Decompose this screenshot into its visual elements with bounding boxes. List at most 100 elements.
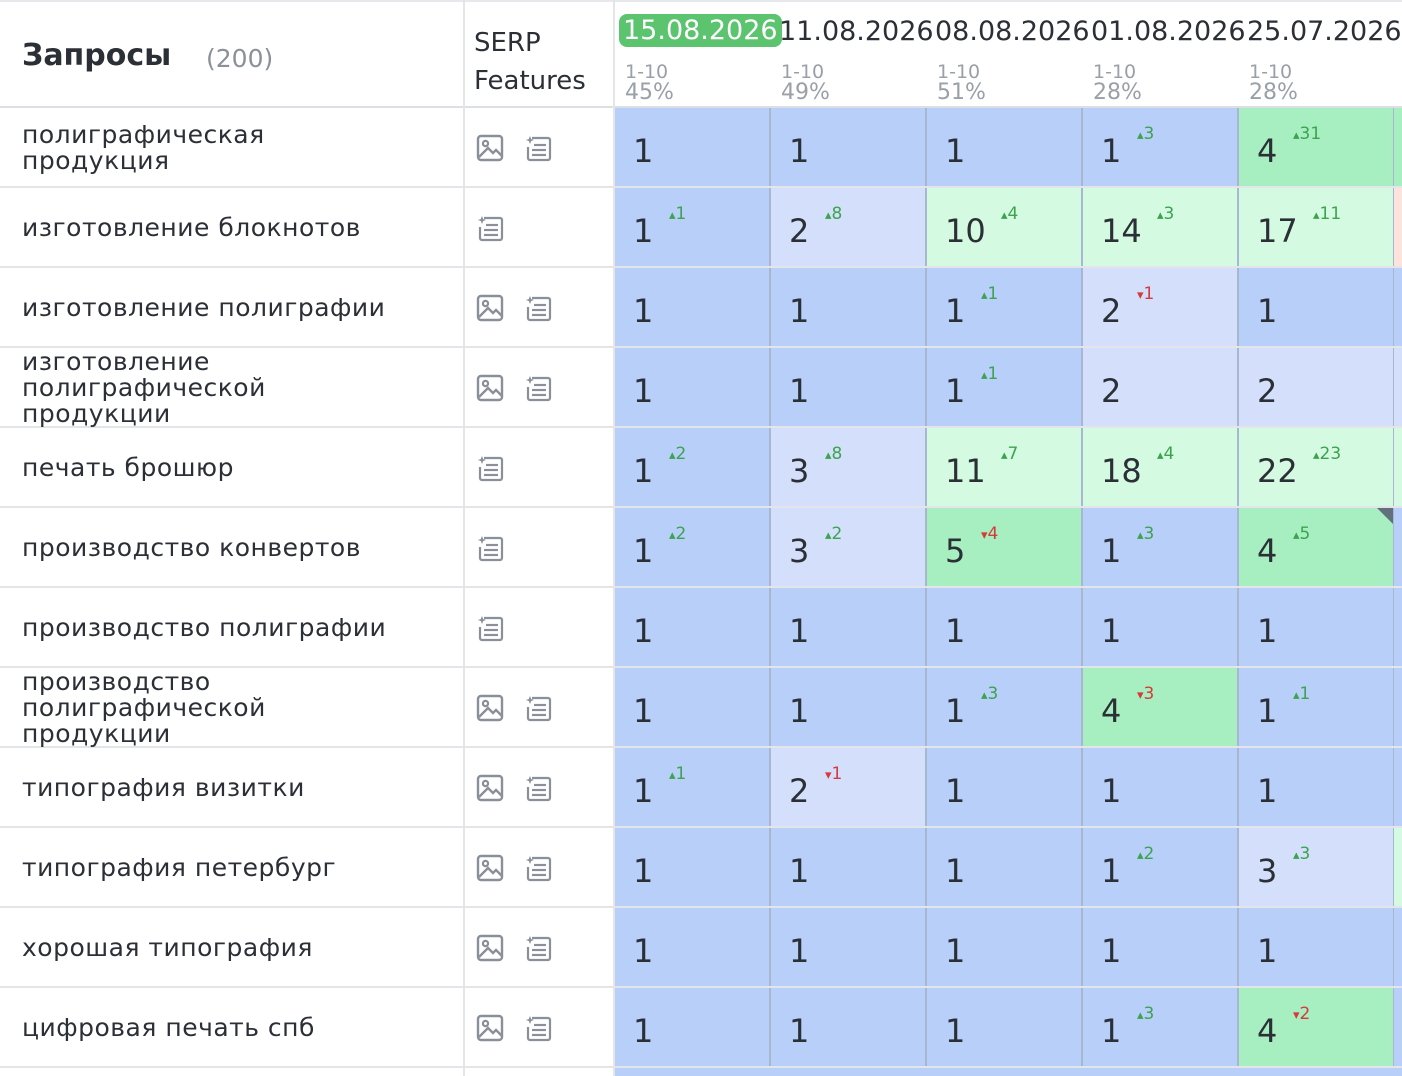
position-cell[interactable]: 1: [615, 348, 771, 426]
position-cell[interactable]: 10 ▴4: [927, 188, 1083, 266]
snippet-icon[interactable]: [476, 534, 504, 562]
query-text[interactable]: цифровая печать спб: [22, 1015, 442, 1041]
position-cell[interactable]: 1: [771, 348, 927, 426]
position-cell[interactable]: 4 ▾2: [1239, 988, 1395, 1066]
position-cell[interactable]: 3 ▴2: [771, 508, 927, 586]
date-label[interactable]: 08.08.2026: [935, 16, 1090, 47]
date-label[interactable]: 15.08.2026: [619, 14, 782, 47]
position-cell[interactable]: 1: [927, 908, 1083, 986]
image-icon[interactable]: [476, 694, 504, 722]
date-column-header[interactable]: 01.08.2026 1-10 28%: [1083, 2, 1246, 108]
position-cell[interactable]: 18 ▴4: [1083, 428, 1239, 506]
position-cell[interactable]: 2 ▾1: [771, 748, 927, 826]
image-icon[interactable]: [476, 374, 504, 402]
position-cell[interactable]: 3 ▴8: [771, 428, 927, 506]
position-cell[interactable]: 1: [771, 268, 927, 346]
position-cell[interactable]: 1: [927, 748, 1083, 826]
position-cell[interactable]: 1: [615, 668, 771, 746]
position-cell[interactable]: 22 ▴23: [1239, 428, 1395, 506]
position-cell[interactable]: 1 ▴2: [1083, 828, 1239, 906]
position-cell[interactable]: 1: [771, 668, 927, 746]
position-cell[interactable]: 1 ▴1: [927, 268, 1083, 346]
snippet-icon[interactable]: [524, 694, 552, 722]
position-cell[interactable]: 1: [1239, 268, 1395, 346]
position-cell[interactable]: 1: [771, 588, 927, 666]
position-cell[interactable]: 1: [615, 268, 771, 346]
position-cell[interactable]: 14 ▴3: [1083, 188, 1239, 266]
position-cell[interactable]: 1 ▴2: [615, 508, 771, 586]
query-text[interactable]: типография визитки: [22, 775, 442, 801]
image-icon[interactable]: [476, 774, 504, 802]
position-cell[interactable]: 1: [771, 908, 927, 986]
query-text[interactable]: печать брошюр: [22, 455, 442, 481]
position-cell[interactable]: 1: [927, 108, 1083, 186]
query-text[interactable]: хорошая типография: [22, 935, 442, 961]
position-cell[interactable]: 17 ▴11: [1239, 188, 1395, 266]
position-cell[interactable]: 1: [615, 988, 771, 1066]
image-icon[interactable]: [476, 134, 504, 162]
date-column-header[interactable]: 08.08.2026 1-10 51%: [927, 2, 1090, 108]
position-cell[interactable]: 1 ▴1: [1239, 668, 1395, 746]
position-cell[interactable]: 1: [615, 828, 771, 906]
snippet-icon[interactable]: [524, 774, 552, 802]
query-text[interactable]: производство полиграфии: [22, 615, 442, 641]
image-icon[interactable]: [476, 1014, 504, 1042]
position-cell[interactable]: 1 ▴3: [1083, 108, 1239, 186]
position-cell[interactable]: 1: [771, 988, 927, 1066]
query-text[interactable]: производство конвертов: [22, 535, 442, 561]
position-cell[interactable]: 1: [1239, 588, 1395, 666]
query-text[interactable]: изготовление полиграфической продукции: [22, 349, 442, 427]
position-cell[interactable]: 1: [615, 908, 771, 986]
position-cell[interactable]: 1: [615, 108, 771, 186]
position-cell[interactable]: 1 ▴2: [615, 428, 771, 506]
position-cell[interactable]: 4 ▴5: [1239, 508, 1395, 586]
date-label[interactable]: 11.08.2026: [779, 16, 934, 47]
position-cell[interactable]: 1: [1083, 748, 1239, 826]
query-text[interactable]: полиграфическая продукция: [22, 122, 442, 174]
position-cell[interactable]: 1 ▴3: [1083, 988, 1239, 1066]
position-cell[interactable]: 1: [1239, 908, 1395, 986]
snippet-icon[interactable]: [524, 1014, 552, 1042]
snippet-icon[interactable]: [476, 214, 504, 242]
position-cell[interactable]: 1: [1083, 908, 1239, 986]
snippet-icon[interactable]: [524, 374, 552, 402]
position-cell[interactable]: 1 ▴1: [927, 348, 1083, 426]
position-cell[interactable]: 2 ▴8: [771, 188, 927, 266]
position-cell[interactable]: 2: [1083, 348, 1239, 426]
position-cell[interactable]: 1 ▴1: [615, 748, 771, 826]
snippet-icon[interactable]: [524, 854, 552, 882]
snippet-icon[interactable]: [524, 294, 552, 322]
date-label[interactable]: 01.08.2026: [1091, 16, 1246, 47]
position-cell[interactable]: 4 ▴31: [1239, 108, 1395, 186]
query-text[interactable]: изготовление полиграфии: [22, 295, 442, 321]
position-cell[interactable]: 1 ▴3: [1083, 508, 1239, 586]
image-icon[interactable]: [476, 294, 504, 322]
date-column-header[interactable]: 15.08.2026 1-10 45%: [615, 2, 782, 108]
image-icon[interactable]: [476, 854, 504, 882]
snippet-icon[interactable]: [524, 934, 552, 962]
position-cell[interactable]: 1: [927, 828, 1083, 906]
position-cell[interactable]: 1: [771, 108, 927, 186]
position-cell[interactable]: 1 ▴3: [927, 668, 1083, 746]
snippet-icon[interactable]: [476, 614, 504, 642]
position-cell[interactable]: 4 ▾3: [1083, 668, 1239, 746]
snippet-icon[interactable]: [476, 454, 504, 482]
query-text[interactable]: изготовление блокнотов: [22, 215, 442, 241]
position-cell[interactable]: 2 ▾1: [1083, 268, 1239, 346]
position-cell[interactable]: 5 ▾4: [927, 508, 1083, 586]
snippet-icon[interactable]: [524, 134, 552, 162]
position-cell[interactable]: 11 ▴7: [927, 428, 1083, 506]
position-cell[interactable]: 1 ▴1: [615, 188, 771, 266]
date-label[interactable]: 25.07.2026: [1247, 16, 1402, 47]
position-cell[interactable]: 3 ▴3: [1239, 828, 1395, 906]
query-text[interactable]: типография петербург: [22, 855, 442, 881]
position-cell[interactable]: 1: [1239, 748, 1395, 826]
position-cell[interactable]: 1: [927, 988, 1083, 1066]
query-text[interactable]: производство полиграфической продукции: [22, 669, 442, 747]
position-cell[interactable]: 1: [615, 588, 771, 666]
date-column-header[interactable]: 25.07.2026 1-10 28%: [1239, 2, 1402, 108]
date-column-header[interactable]: 11.08.2026 1-10 49%: [771, 2, 934, 108]
position-cell[interactable]: 1: [1083, 588, 1239, 666]
position-cell[interactable]: 2: [1239, 348, 1395, 426]
position-cell[interactable]: 1: [771, 828, 927, 906]
